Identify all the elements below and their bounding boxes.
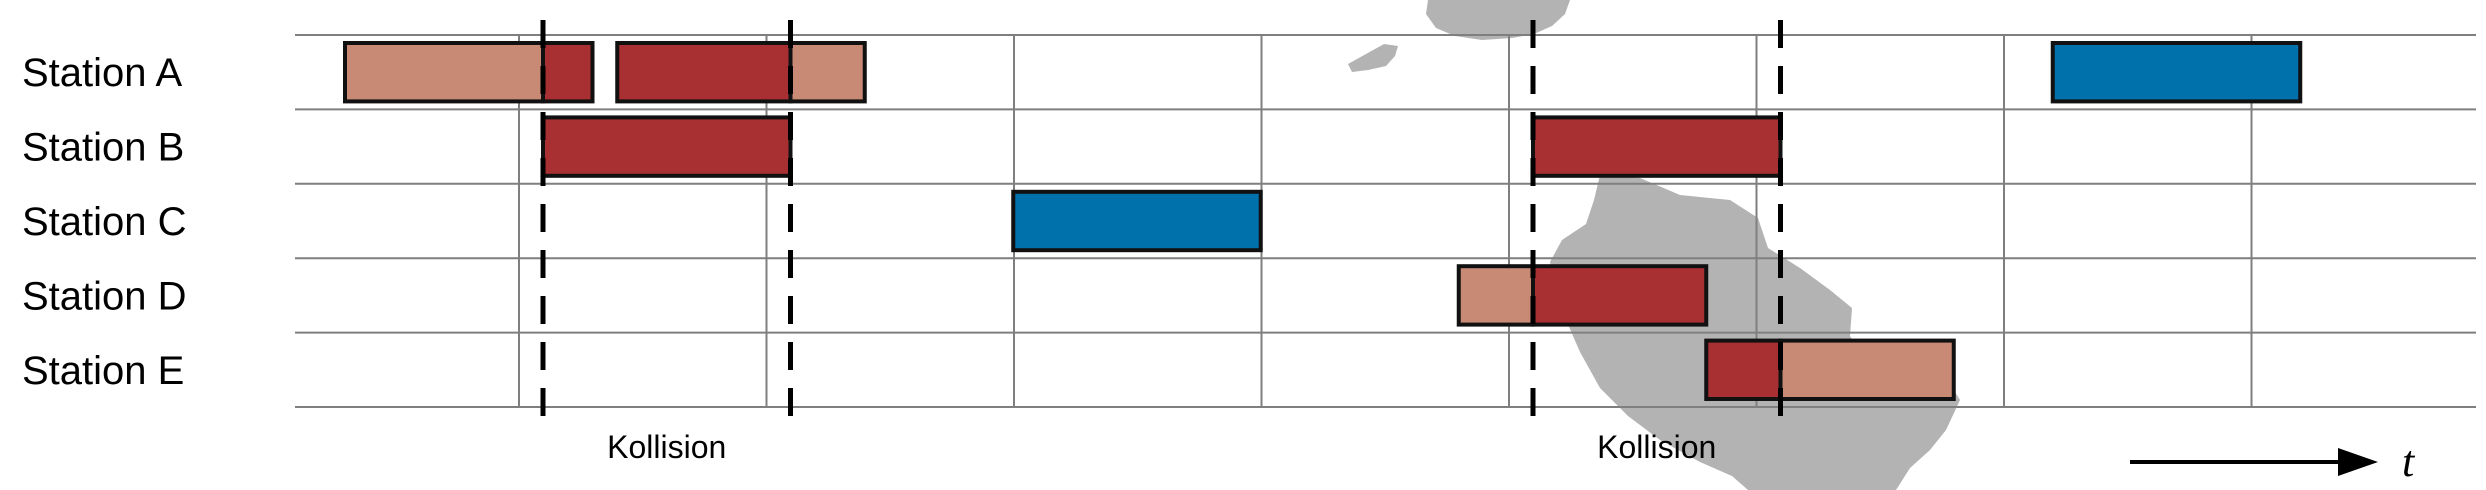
frame-block-dark [615,41,793,104]
collision-note: Kollision [1597,429,1716,465]
frame-block-light [343,41,545,104]
frame-block-dark [541,41,595,104]
frame-block-dark [1531,115,1783,178]
station-label: Station E [22,349,184,393]
frame-block-light [1456,264,1535,327]
collision-note: Kollision [607,429,726,465]
frame-block-light [1778,338,1956,402]
station-labels: Station A Station B Station C Station D Stat… [22,51,187,393]
frame-block-blue [2050,41,2303,104]
station-label: Station B [22,126,184,170]
transmission-blocks [343,41,2303,402]
station-label: Station C [22,200,187,244]
frame-block-light [788,41,867,104]
frame-block-dark [541,115,793,178]
station-label: Station A [22,51,182,95]
time-arrow-head [2338,448,2378,476]
station-label: Station D [22,274,187,318]
time-axis-label: t [2402,437,2416,486]
map-island [1348,44,1398,72]
frame-block-blue [1011,189,1263,253]
time-axis: t [2130,437,2416,486]
collision-markers [540,20,1783,416]
frame-block-dark [1531,264,1709,327]
collision-notes: Kollision Kollision [607,429,1716,465]
background-world-map [1348,0,1960,490]
frame-block-dark [1704,338,1783,402]
